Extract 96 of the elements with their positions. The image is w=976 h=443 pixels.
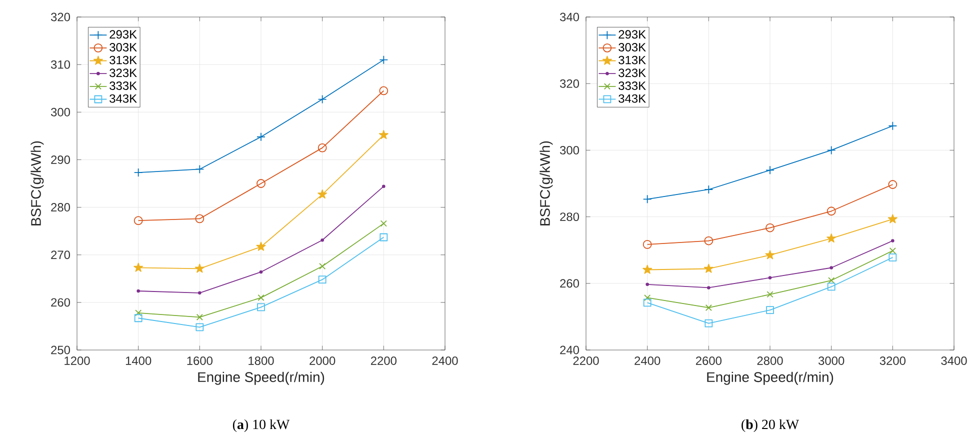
point <box>319 262 326 270</box>
point <box>826 206 836 216</box>
point <box>318 94 327 104</box>
point <box>704 185 714 194</box>
text: (a) 10 kW <box>232 419 290 432</box>
legend-label: 323K <box>618 68 646 78</box>
point <box>258 294 264 301</box>
point <box>379 55 388 64</box>
point <box>198 291 202 295</box>
point <box>380 220 387 227</box>
legend-label: 343K <box>110 94 137 103</box>
y-tick-label: 270 <box>51 250 70 260</box>
point <box>318 276 326 284</box>
y-tick-label: 260 <box>51 298 70 307</box>
y-tick-label: 280 <box>560 212 580 222</box>
point <box>704 236 714 246</box>
point <box>766 166 774 175</box>
text: (b) 20 kW <box>742 419 800 432</box>
x-tick-label: 2600 <box>696 356 722 365</box>
y-tick-label: 280 <box>51 203 70 212</box>
point <box>766 291 774 298</box>
x-tick-label: 1400 <box>126 356 152 365</box>
point <box>195 164 204 174</box>
y-tick-label: 300 <box>560 146 580 154</box>
point <box>828 277 835 284</box>
point <box>827 282 836 291</box>
x-tick-label: 2800 <box>757 356 783 365</box>
point <box>888 253 897 262</box>
y-axis-title: BSFC(g/kWh) <box>540 141 553 226</box>
point <box>646 282 649 286</box>
y-tick-label: 250 <box>51 346 70 354</box>
point <box>196 314 203 320</box>
y-tick-label: 240 <box>560 346 580 354</box>
point <box>766 306 774 314</box>
x-tick-label: 2000 <box>310 356 336 365</box>
point <box>256 179 266 188</box>
x-tick-label: 1200 <box>64 356 90 365</box>
point <box>257 303 265 312</box>
point <box>136 289 140 293</box>
point <box>256 132 266 142</box>
point <box>259 270 263 274</box>
point <box>135 310 142 316</box>
point <box>766 223 774 232</box>
x-tick-label: 2400 <box>634 356 660 365</box>
x-tick-label: 3000 <box>818 356 844 365</box>
legend-label: 303K <box>618 43 646 52</box>
legend-label: 333K <box>618 81 646 90</box>
point <box>704 319 713 328</box>
y-tick-label: 300 <box>50 108 70 116</box>
point <box>134 168 143 178</box>
x-tick-label: 2200 <box>370 356 396 365</box>
point <box>382 184 386 188</box>
point <box>705 304 712 311</box>
x-tick-label: 1600 <box>187 356 212 365</box>
y-tick-label: 320 <box>50 12 70 22</box>
point <box>830 266 833 270</box>
y-tick-label: 290 <box>51 155 70 164</box>
point <box>195 214 204 224</box>
y-tick-label: 310 <box>50 60 70 69</box>
x-axis-title: Engine Speed(r/min) <box>198 372 324 385</box>
point <box>888 180 898 189</box>
x-tick-label: 2400 <box>432 356 458 365</box>
legend-label: 323K <box>110 68 137 78</box>
y-tick-label: 340 <box>560 12 580 22</box>
point <box>320 238 324 242</box>
y-tick-label: 320 <box>560 79 580 88</box>
x-tick-label: 3400 <box>941 356 967 365</box>
legend-label: 343K <box>618 94 646 103</box>
point <box>889 247 896 254</box>
point <box>379 86 388 96</box>
x-tick-label: 2200 <box>573 356 599 365</box>
point <box>642 240 652 249</box>
point <box>134 216 143 226</box>
point <box>644 294 651 301</box>
y-tick-label: 260 <box>560 279 580 288</box>
point <box>380 233 388 242</box>
legend-label: 313K <box>618 56 646 64</box>
legend-label: 313K <box>110 56 137 64</box>
point <box>643 298 652 307</box>
y-axis-title: BSFC(g/kWh) <box>30 141 44 226</box>
point <box>134 314 142 322</box>
x-tick-label: 3200 <box>880 356 906 365</box>
legend-label: 293K <box>110 30 137 39</box>
point <box>891 239 894 242</box>
legend-label: 293K <box>618 30 646 39</box>
x-axis-title: Engine Speed(r/min) <box>707 372 834 385</box>
point <box>196 323 204 332</box>
point <box>318 143 327 152</box>
point <box>642 194 652 204</box>
point <box>768 276 772 280</box>
legend-label: 333K <box>110 81 137 90</box>
point <box>888 121 898 130</box>
x-tick-label: 1800 <box>248 356 274 365</box>
point <box>707 286 710 290</box>
legend-label: 303K <box>110 43 137 52</box>
point <box>826 146 836 155</box>
